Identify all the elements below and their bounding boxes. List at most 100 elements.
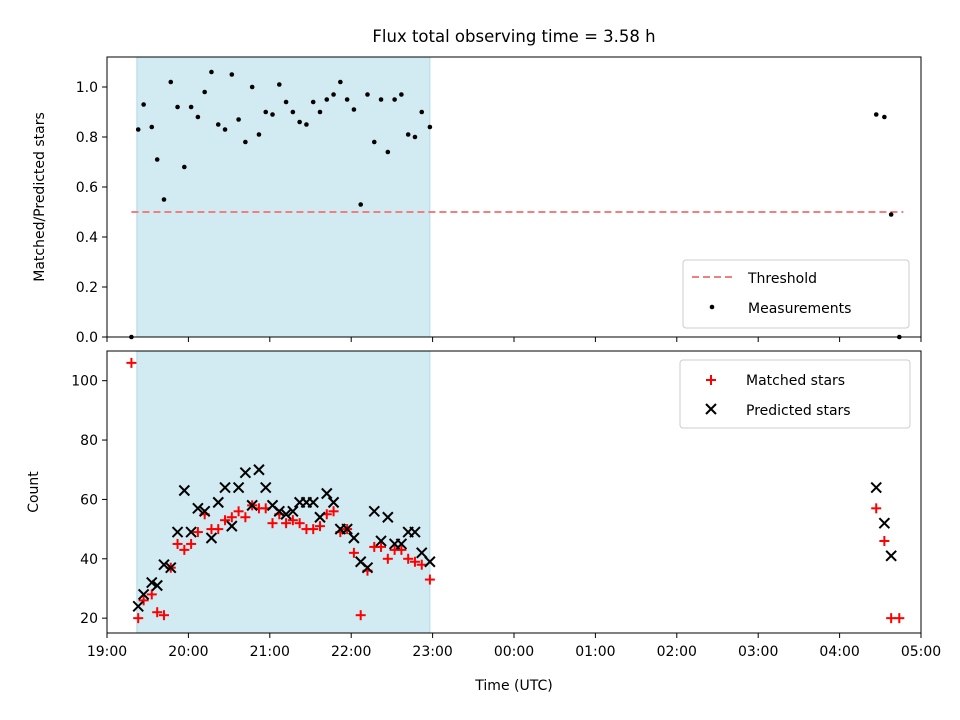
measurement-point [209,69,214,75]
figure-title: Flux total observing time = 3.58 h [372,27,655,46]
matched-star-marker [152,607,163,618]
predicted-star-marker [246,499,258,512]
matched-star-marker [138,595,149,606]
predicted-star-marker [192,502,204,515]
counts-x-tick-label: 23:00 [412,644,452,660]
measurement-point [215,122,221,127]
counts-x-axis-label: Time (UTC) [474,678,552,694]
predicted-star-marker [280,508,292,520]
counts-y-tick-label: 60 [80,492,98,508]
legend-measurements-label: Measurements [748,301,851,317]
matched-star-marker [376,541,387,552]
measurement-point [249,84,255,90]
measurement-point [331,92,336,97]
matched-star-marker [146,589,157,600]
ratio-y-axis-label: Matched/Predicted stars [32,112,48,282]
ratio-y-tick-label: 1.0 [76,80,98,96]
counts-y-tick-label: 100 [71,374,98,390]
counts-y-axis-label: Count [26,471,42,513]
predicted-star-marker [409,526,421,538]
predicted-star-marker [327,496,340,509]
counts-y-tick-label: 20 [80,611,98,627]
measurement-point [351,107,357,112]
matched-star-marker [213,524,224,535]
matched-star-marker [424,574,435,585]
matched-star-marker [287,515,298,526]
measurement-point [419,109,425,115]
measurement-point [297,119,302,125]
predicted-star-marker [219,481,231,494]
predicted-star-marker [253,464,265,476]
legend-predicted-swatch [705,403,717,415]
predicted-star-marker [260,481,272,494]
predicted-star-marker [395,538,408,550]
matched-star-marker [233,506,244,517]
counts-y-tick-label: 80 [80,433,98,449]
counts-x-tick-label: 21:00 [250,644,290,660]
measurement-point [202,89,207,95]
predicted-star-marker [239,466,252,479]
measurement-point [888,212,894,217]
counts-markers [126,357,905,624]
measurement-point [378,97,384,102]
counts-x-tick-label: 02:00 [657,644,697,660]
predicted-star-marker [226,520,238,532]
measurement-point [882,114,887,120]
measurement-point [222,127,228,132]
measurement-point [283,99,289,105]
predicted-star-marker [314,511,326,523]
ratio-y-tick-label: 0.2 [76,280,98,296]
ratio-panel: 0.0 0.2 0.4 0.6 0.8 1.0 Matched/Predicted sta… [32,56,922,346]
predicted-star-marker [375,535,387,547]
ratio-legend-frame [682,259,910,329]
measurement-point [188,104,194,110]
matched-star-marker [220,515,231,526]
measurement-point [243,139,248,145]
measurement-point [310,99,316,105]
matched-star-marker [179,544,190,555]
measurement-point [141,102,146,107]
counts-x-tick-label: 01:00 [575,644,615,660]
measurement-point [168,79,174,85]
ratio-y-axis: 0.0 0.2 0.4 0.6 0.8 1.0 [76,80,107,346]
legend-threshold-label: Threshold [747,271,817,287]
measurement-point [276,82,282,87]
ratio-x-axis [106,337,922,342]
counts-panel: 20 40 60 80 100 19:00 20:00 21:00 22:00 23:00 00:… [26,350,941,694]
ratio-y-tick-label: 0.8 [76,130,98,146]
matched-star-marker [240,512,251,523]
predicted-star-marker [416,547,428,559]
matched-star-marker [403,553,414,564]
legend-matched-label: Matched stars [746,373,845,389]
predicted-star-marker [878,517,891,529]
measurement-point [324,97,330,102]
counts-x-axis: 19:00 20:00 21:00 22:00 23:00 00:00 01:00 02:00… [87,633,941,660]
measurement-point [256,132,262,137]
predicted-star-marker [287,505,299,518]
measurement-point [263,109,269,115]
measurement-point [149,124,155,130]
matched-star-marker [879,535,890,546]
measurement-point [270,112,275,117]
matched-star-marker [355,610,366,621]
counts-x-tick-label: 05:00 [901,644,941,660]
matched-star-marker [186,538,197,549]
counts-x-tick-label: 03:00 [738,644,778,660]
predicted-star-marker [178,484,191,497]
matched-star-marker [126,357,137,368]
predicted-star-marker [361,561,374,574]
matched-star-marker [133,613,144,624]
matched-star-marker [348,547,359,558]
matched-star-marker [308,524,319,535]
predicted-star-marker [348,532,360,544]
measurement-point [195,114,201,120]
measurement-point [229,72,235,77]
legend-predicted-label: Predicted stars [746,403,851,419]
counts-x-tick-label: 20:00 [168,644,208,660]
matched-star-marker [294,518,305,529]
predicted-star-marker [321,487,333,500]
measurement-point [358,202,363,207]
measurement-point [371,139,377,145]
predicted-star-marker [870,481,882,494]
predicted-star-marker [307,496,319,509]
